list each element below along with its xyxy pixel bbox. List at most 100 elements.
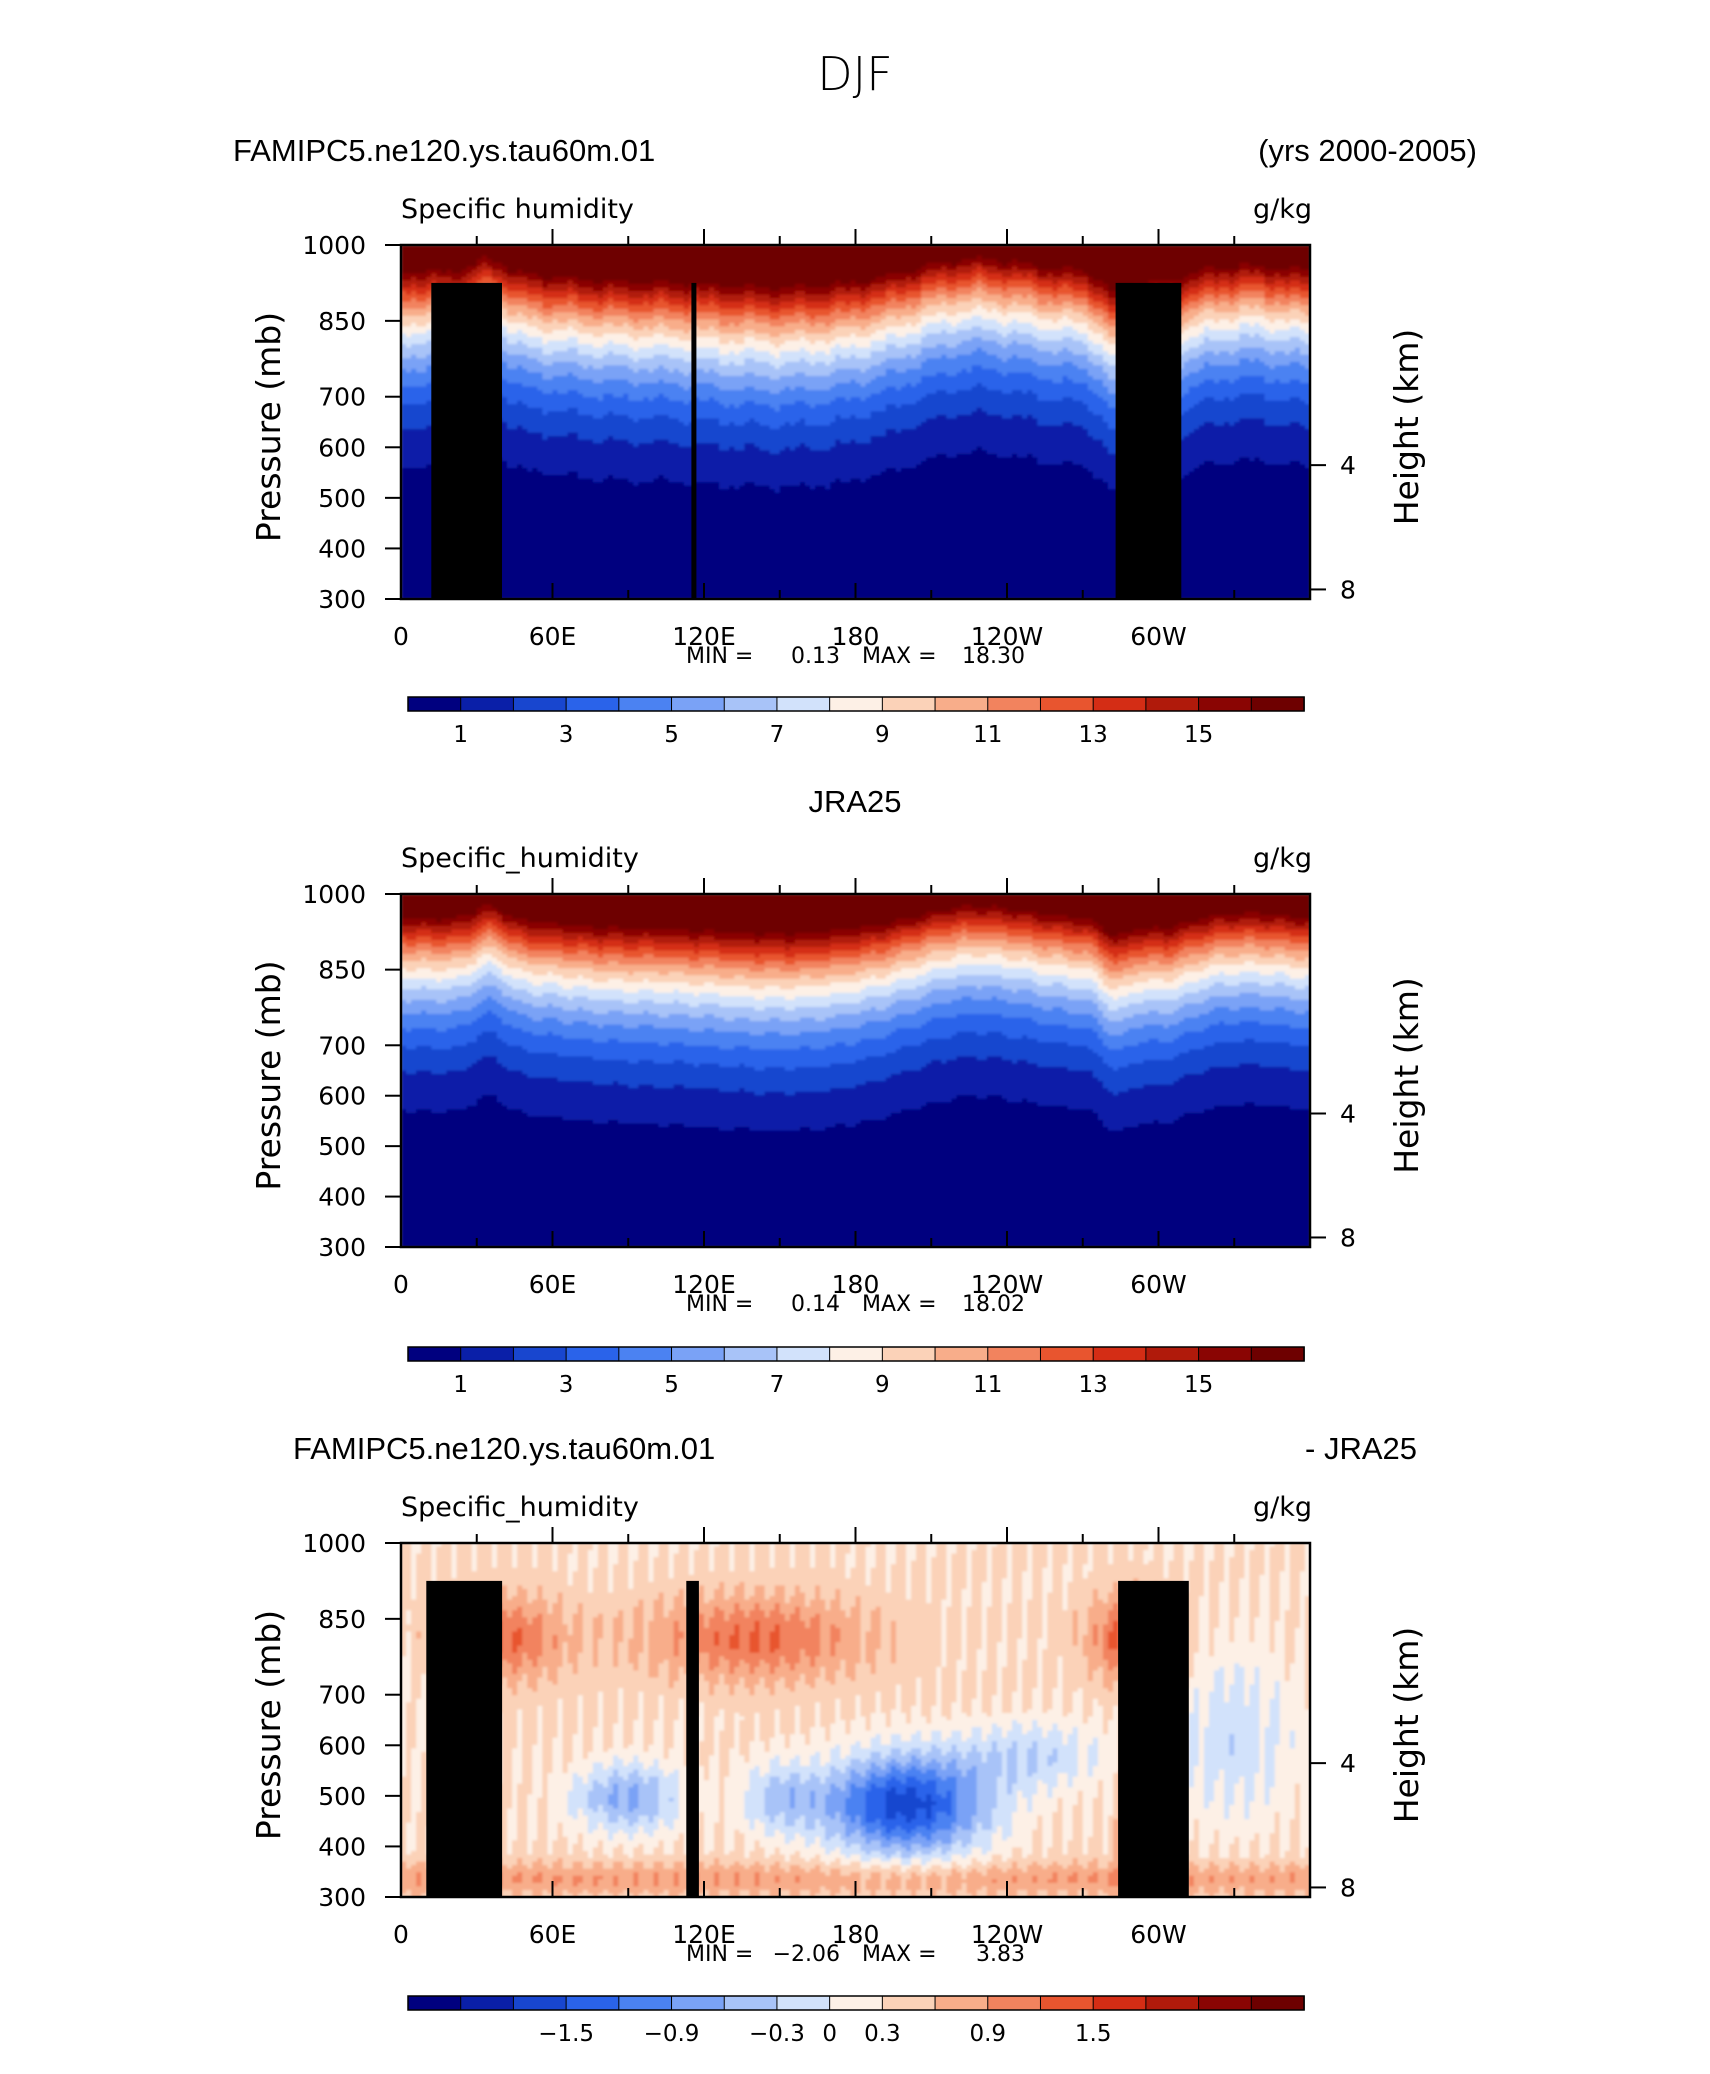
y-tick-label: 700	[318, 383, 366, 412]
field-cell	[885, 429, 897, 434]
field-cell	[916, 383, 978, 388]
field-cell	[401, 329, 427, 335]
field-cell	[996, 329, 1013, 335]
field-cell	[986, 1574, 993, 1579]
field-cell	[466, 273, 478, 278]
field-cell	[562, 1620, 574, 1626]
colorbar-label: 13	[1079, 1372, 1108, 1398]
field-cell	[1012, 453, 1018, 458]
field-cell	[1264, 379, 1276, 384]
field-cell	[613, 1585, 629, 1590]
field-cell	[633, 337, 639, 342]
field-cell	[1224, 397, 1230, 402]
field-cell	[1183, 1074, 1311, 1079]
field-cell	[1203, 1567, 1210, 1572]
field-cell	[401, 464, 427, 469]
field-cell	[1209, 1585, 1220, 1590]
field-cell	[729, 1560, 735, 1565]
field-cell	[1203, 1592, 1210, 1597]
field-cell	[966, 1613, 983, 1618]
field-cell	[1183, 475, 1311, 480]
field-cell	[401, 563, 1311, 568]
field-cell	[1037, 301, 1048, 306]
field-cell	[971, 1557, 988, 1562]
field-cell	[673, 1567, 690, 1572]
field-cell	[663, 1596, 675, 1601]
field-cell	[830, 1063, 927, 1068]
field-cell	[1087, 950, 1099, 955]
field-cell	[527, 1592, 538, 1597]
field-cell	[835, 1557, 846, 1562]
field-cell	[577, 1553, 589, 1558]
field-cell	[688, 372, 720, 377]
field-cell	[1001, 273, 1013, 278]
field-cell	[648, 1627, 675, 1633]
field-cell	[401, 252, 1311, 257]
field-cell	[1027, 1546, 1033, 1551]
field-cell	[507, 1105, 922, 1110]
field-cell	[623, 1024, 639, 1029]
field-cell	[946, 390, 958, 395]
field-cell	[946, 280, 958, 285]
field-cell	[1299, 1624, 1306, 1629]
field-cell	[1269, 287, 1276, 292]
field-cell	[1269, 1603, 1281, 1608]
field-cell	[1012, 1578, 1023, 1583]
field-cell	[1203, 1553, 1215, 1558]
field-cell	[1209, 1592, 1220, 1597]
field-cell	[471, 925, 483, 930]
field-cell	[1239, 1592, 1250, 1597]
field-cell	[1072, 1578, 1134, 1583]
field-cell	[688, 1603, 735, 1608]
field-cell	[572, 1627, 584, 1633]
field-cell	[401, 545, 1311, 551]
field-cell	[1153, 1550, 1165, 1555]
field-cell	[1128, 1546, 1134, 1551]
field-cell	[835, 337, 887, 342]
field-cell	[784, 322, 811, 328]
field-cell	[1203, 1564, 1210, 1569]
field-cell	[608, 291, 614, 296]
field-cell	[441, 269, 448, 274]
field-cell	[996, 308, 1038, 313]
field-cell	[1062, 1599, 1069, 1604]
field-cell	[820, 1592, 836, 1597]
field-cell	[572, 1574, 589, 1579]
field-cell	[608, 298, 614, 303]
field-cell	[1254, 1627, 1271, 1633]
field-cell	[688, 312, 720, 317]
field-cell	[1001, 312, 1008, 317]
field-cell	[744, 358, 756, 363]
field-cell	[1062, 326, 1074, 331]
field-cell	[815, 1613, 821, 1618]
field-cell	[1299, 1613, 1306, 1618]
field-cell	[638, 999, 655, 1005]
field-cell	[1037, 460, 1064, 466]
field-cell	[401, 1571, 412, 1576]
field-cell	[1294, 1010, 1306, 1015]
field-cell	[401, 950, 417, 955]
field-cell	[1209, 1613, 1220, 1618]
field-cell	[1249, 1578, 1261, 1583]
field-cell	[926, 358, 1003, 363]
field-cell	[496, 985, 513, 990]
field-cell	[719, 1543, 730, 1548]
field-cell	[769, 301, 781, 306]
field-cell	[653, 954, 756, 959]
field-cell	[830, 446, 978, 451]
field-cell	[1304, 425, 1311, 430]
field-cell	[567, 1581, 574, 1587]
field-cell	[911, 276, 917, 281]
field-cell	[769, 1564, 776, 1569]
field-cell	[1264, 280, 1276, 285]
field-cell	[542, 305, 554, 310]
field-cell	[1279, 1574, 1291, 1579]
field-cell	[1229, 379, 1235, 384]
field-cell	[880, 1627, 892, 1633]
field-cell	[1037, 911, 1245, 916]
field-cell	[1178, 1077, 1311, 1082]
field-cell	[734, 1603, 740, 1608]
field-cell	[865, 287, 887, 292]
field-cell	[638, 946, 655, 952]
field-cell	[794, 291, 806, 296]
